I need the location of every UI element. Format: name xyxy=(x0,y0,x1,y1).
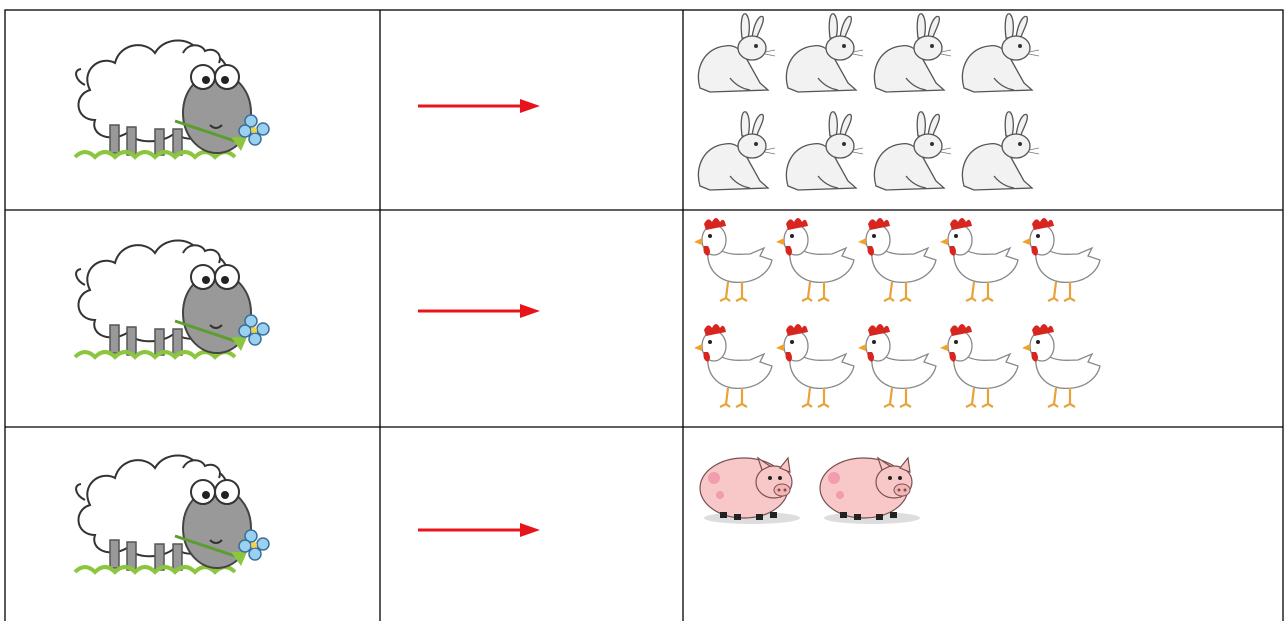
picture-group xyxy=(697,13,1040,191)
rabbit-picture xyxy=(697,111,776,191)
rabbit-picture xyxy=(873,111,952,191)
sheep-column xyxy=(73,38,271,574)
rabbit-picture xyxy=(961,13,1040,93)
pig-picture xyxy=(699,457,801,525)
sheep-picture xyxy=(73,238,271,359)
rabbit-picture xyxy=(873,13,952,93)
chicken-picture xyxy=(856,216,938,303)
table-border xyxy=(4,9,1284,621)
sheep-picture xyxy=(73,38,271,159)
chicken-picture xyxy=(692,322,774,409)
chicken-picture xyxy=(938,322,1020,409)
arrow-column xyxy=(418,99,540,537)
rabbit-picture xyxy=(961,111,1040,191)
rabbit-picture xyxy=(785,13,864,93)
chicken-picture xyxy=(774,322,856,409)
rabbit-picture xyxy=(785,111,864,191)
picture-group xyxy=(699,457,921,525)
sheep-picture xyxy=(73,453,271,574)
arrow xyxy=(418,523,540,537)
chicken-picture xyxy=(1020,216,1102,303)
pig-picture xyxy=(819,457,921,525)
chicken-picture xyxy=(856,322,938,409)
picture-group xyxy=(692,216,1102,409)
chicken-picture xyxy=(1020,322,1102,409)
chicken-picture xyxy=(938,216,1020,303)
rabbit-picture xyxy=(697,13,776,93)
chicken-picture xyxy=(774,216,856,303)
arrow xyxy=(418,304,540,318)
table-grid xyxy=(4,9,1284,621)
arrow xyxy=(418,99,540,113)
chicken-picture xyxy=(692,216,774,303)
